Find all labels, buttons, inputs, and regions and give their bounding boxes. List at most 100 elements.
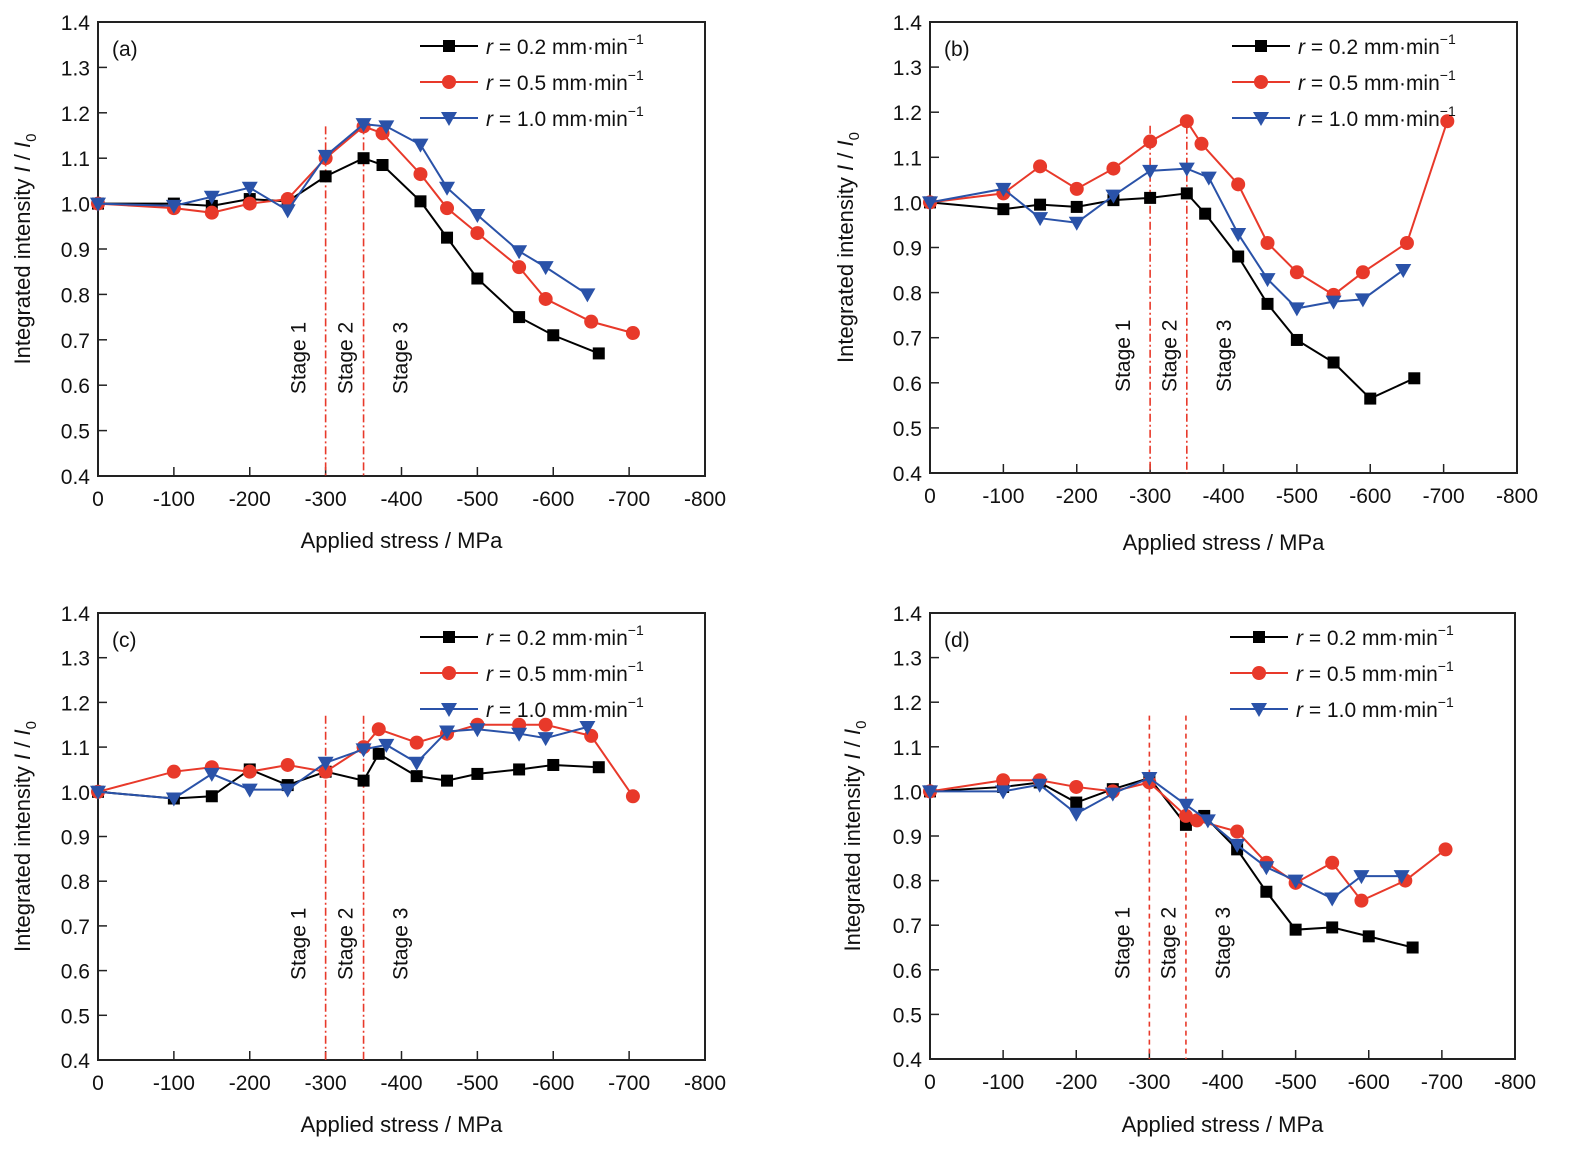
x-tick-label: -700 <box>608 488 650 511</box>
stage-label: Stage 2 <box>1158 907 1181 979</box>
legend-marker <box>1254 75 1268 89</box>
data-point <box>1408 372 1421 385</box>
legend-marker <box>1251 703 1267 717</box>
data-point <box>1438 842 1453 857</box>
y-axis-title: Integrated intensity I / I0 <box>833 132 863 363</box>
legend-label: r = 0.5 mm·min−1 <box>1298 67 1456 95</box>
legend-label: r = 0.5 mm·min−1 <box>486 67 644 95</box>
data-point <box>1354 893 1369 908</box>
x-tick-label: -200 <box>1055 1071 1097 1094</box>
x-axis-title: Applied stress / MPa <box>301 1112 504 1137</box>
legend: r = 0.2 mm·min−1 r = 0.5 mm·min−1 r = 1.0 … <box>1232 31 1456 131</box>
x-tick-label: -500 <box>1275 1071 1317 1094</box>
data-point <box>1232 250 1245 263</box>
data-point <box>242 196 257 211</box>
data-point <box>592 761 605 774</box>
data-point <box>412 138 429 153</box>
data-point <box>1353 870 1370 885</box>
legend-marker <box>1255 40 1267 52</box>
data-point <box>1395 264 1412 279</box>
data-point <box>1069 779 1084 794</box>
data-point <box>512 260 527 275</box>
data-point <box>538 717 553 732</box>
data-point <box>995 785 1012 800</box>
series-line <box>97 123 588 296</box>
series-line <box>929 779 1447 902</box>
y-tick-label: 1.4 <box>61 12 91 35</box>
y-tick-label: 0.4 <box>893 463 923 486</box>
legend-marker <box>443 631 455 643</box>
series-line <box>97 752 599 800</box>
y-tick-label: 0.6 <box>893 373 922 396</box>
data-point <box>242 764 257 779</box>
series-line <box>929 167 1404 310</box>
legend: r = 0.2 mm·min−1 r = 0.5 mm·min−1 r = 1.0 … <box>420 622 644 722</box>
data-point <box>319 170 332 183</box>
y-tick-label: 1.0 <box>61 194 90 217</box>
stage-label: Stage 1 <box>288 908 311 980</box>
legend-label: r = 1.0 mm·min−1 <box>486 694 644 722</box>
data-point <box>1070 200 1083 213</box>
legend-label: r = 0.2 mm·min−1 <box>1296 622 1454 650</box>
y-tick-label: 0.7 <box>893 328 922 351</box>
x-tick-label: -100 <box>153 1072 195 1095</box>
data-point <box>1068 807 1085 822</box>
data-point <box>1031 778 1048 793</box>
stage-label: Stage 3 <box>1213 320 1236 392</box>
data-point <box>592 347 605 360</box>
x-tick-label: -400 <box>380 1072 422 1095</box>
data-point <box>513 763 526 776</box>
x-tick-label: -500 <box>456 488 498 511</box>
data-point <box>413 167 428 182</box>
data-point <box>372 747 385 760</box>
data-point <box>355 743 372 758</box>
y-tick-label: 1.4 <box>61 603 91 626</box>
legend-marker <box>442 75 456 89</box>
y-tick-label: 0.7 <box>61 916 90 939</box>
data-point <box>241 181 258 196</box>
x-tick-label: -500 <box>456 1072 498 1095</box>
data-point <box>1258 861 1275 876</box>
data-point <box>357 152 370 165</box>
y-tick-label: 0.5 <box>893 1004 922 1027</box>
chart-panel-d: 0 -100 -200 -300 -400 -500 -600 -700 -800 0.4 0.5 0… <box>840 603 1536 1137</box>
x-tick-label: -300 <box>1128 1071 1170 1094</box>
data-point <box>1229 838 1246 853</box>
data-point <box>1354 293 1371 308</box>
data-point <box>318 764 333 779</box>
series-triangle-down <box>90 720 596 807</box>
data-point <box>1289 265 1304 280</box>
y-tick-label: 0.7 <box>61 330 90 353</box>
data-point <box>90 197 106 212</box>
y-tick-label: 0.5 <box>61 1005 90 1028</box>
series-line <box>930 776 1402 900</box>
legend-marker <box>1253 112 1269 126</box>
data-point <box>1033 159 1048 174</box>
y-tick-label: 1.4 <box>893 603 923 626</box>
data-point <box>625 789 640 804</box>
data-point <box>1200 171 1217 186</box>
y-tick-label: 0.6 <box>893 960 922 983</box>
x-tick-label: -200 <box>1056 485 1098 508</box>
y-tick-label: 0.8 <box>893 871 922 894</box>
data-point <box>280 192 295 207</box>
legend-label: r = 1.0 mm·min−1 <box>1296 694 1454 722</box>
data-point <box>408 756 425 771</box>
data-point <box>547 758 560 771</box>
x-tick-label: 0 <box>92 488 104 511</box>
data-point <box>1355 265 1370 280</box>
data-point <box>441 231 454 244</box>
y-axis-title: Integrated intensity I / I0 <box>840 721 870 952</box>
data-point <box>1399 235 1414 250</box>
data-point <box>414 195 427 208</box>
data-point <box>1199 207 1212 220</box>
data-point <box>1406 941 1419 954</box>
data-point <box>1324 892 1341 907</box>
data-point <box>410 770 423 783</box>
data-point <box>280 757 295 772</box>
y-tick-label: 1.1 <box>893 147 922 170</box>
legend-label: r = 0.5 mm·min−1 <box>486 658 644 686</box>
data-point <box>1325 855 1340 870</box>
y-tick-label: 0.9 <box>61 827 90 850</box>
x-tick-label: 0 <box>924 1071 936 1094</box>
